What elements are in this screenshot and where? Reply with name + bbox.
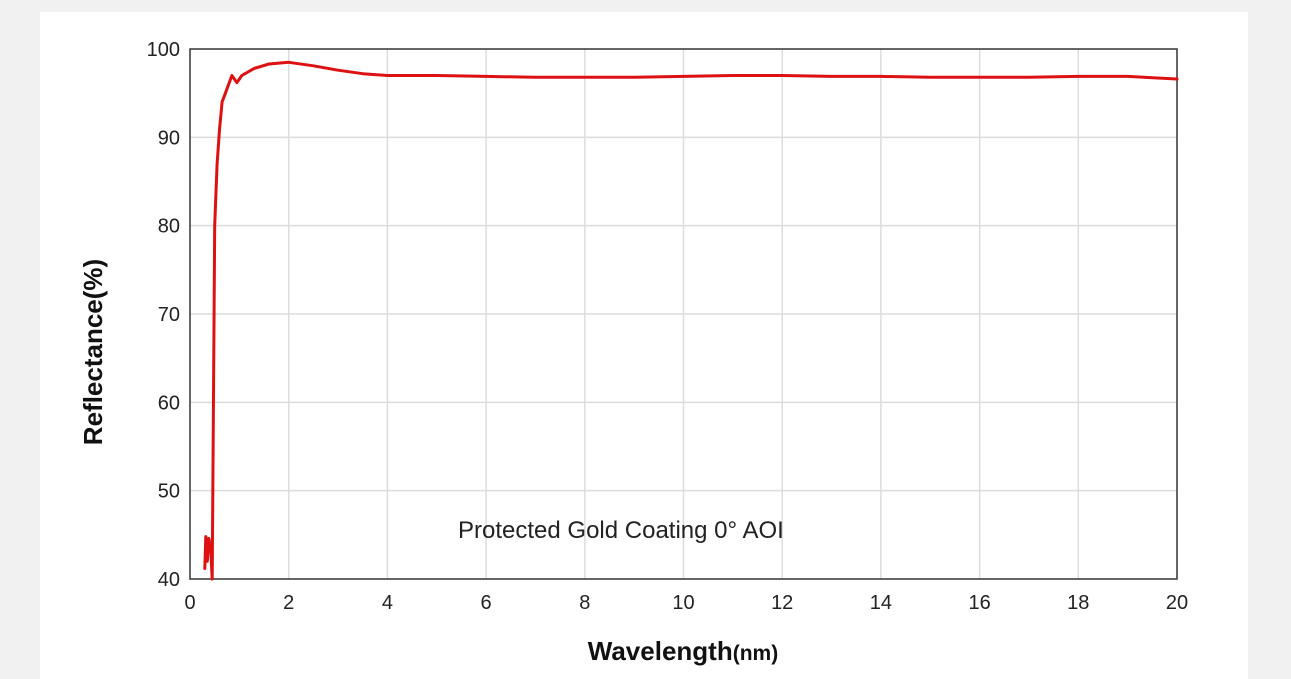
x-tick-label: 20 [1166, 592, 1188, 614]
x-tick-label: 10 [672, 592, 694, 614]
y-tick-label: 80 [158, 216, 180, 238]
x-tick-label: 2 [283, 592, 294, 614]
y-tick-labels: 40 50 60 70 80 90 100 [147, 39, 180, 591]
series-layer [203, 60, 1179, 581]
x-axis-title: Wavelength(nm) [588, 636, 778, 666]
y-axis-title: Reflectance(%) [78, 259, 108, 445]
x-tick-label: 0 [184, 592, 195, 614]
x-tick-label: 6 [481, 592, 492, 614]
y-tick-label: 40 [158, 569, 180, 591]
y-tick-label: 50 [158, 481, 180, 503]
y-tick-label: 100 [147, 39, 180, 61]
x-tick-label: 12 [771, 592, 793, 614]
plot-frame [189, 48, 1178, 580]
x-axis-title-unit: (nm) [733, 642, 779, 665]
chart-panel: 0 2 4 6 8 10 12 14 16 18 20 40 50 60 70 80 90 100 Protec… [40, 12, 1248, 679]
y-tick-label: 60 [158, 392, 180, 414]
x-tick-label: 18 [1067, 592, 1089, 614]
chart-annotation: Protected Gold Coating 0° AOI [458, 517, 784, 544]
grid-lines [190, 49, 1177, 579]
y-tick-label: 90 [158, 127, 180, 149]
x-tick-labels: 0 2 4 6 8 10 12 14 16 18 20 [184, 592, 1188, 614]
x-tick-label: 4 [382, 592, 393, 614]
reflectance-chart: 0 2 4 6 8 10 12 14 16 18 20 40 50 60 70 80 90 100 Protec… [78, 39, 1188, 666]
reflectance-series-line [203, 60, 1179, 581]
x-tick-label: 14 [870, 592, 892, 614]
y-tick-label: 70 [158, 304, 180, 326]
x-axis-title-main: Wavelength [588, 636, 733, 666]
x-tick-label: 8 [579, 592, 590, 614]
x-tick-label: 16 [968, 592, 990, 614]
